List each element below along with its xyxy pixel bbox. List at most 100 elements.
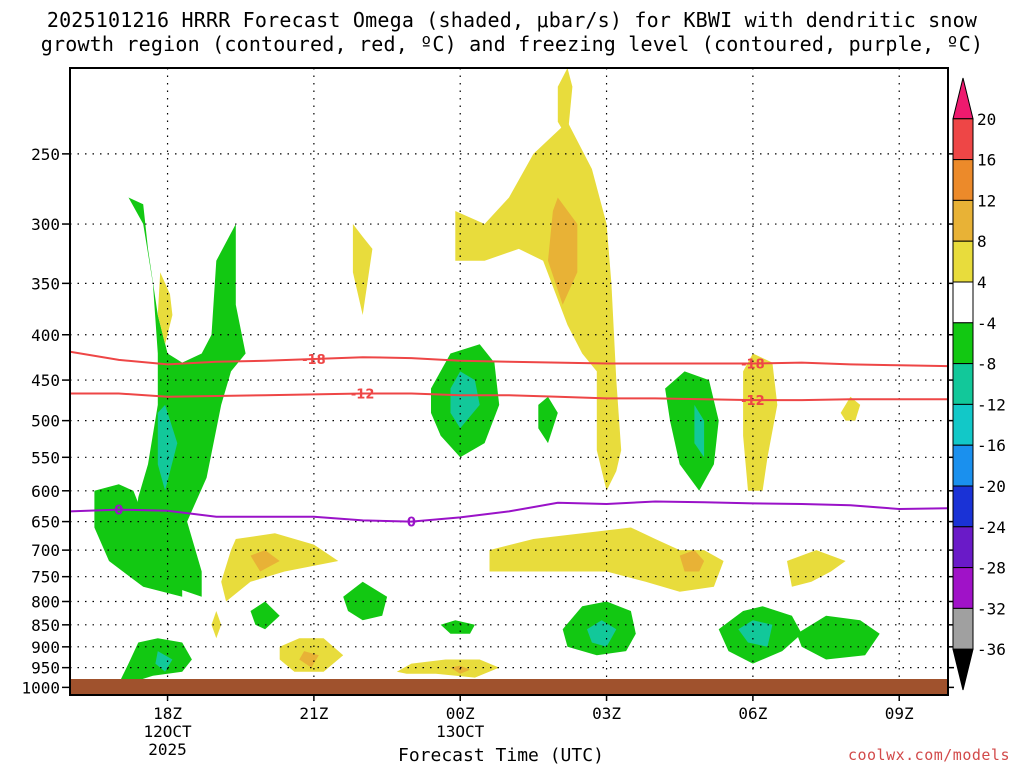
omega-region-29 bbox=[694, 404, 705, 458]
y-tick-label: 450 bbox=[31, 371, 60, 390]
ground-layer bbox=[70, 679, 948, 695]
colorbar-label: 8 bbox=[977, 232, 987, 251]
contour-line-0 bbox=[70, 500, 948, 523]
contour-label-0: 0 bbox=[407, 516, 416, 531]
colorbar-swatch bbox=[952, 607, 974, 650]
colorbar-swatch bbox=[952, 240, 974, 283]
contour-label--18: -18 bbox=[741, 357, 765, 372]
x-tick-date: 13OCT bbox=[436, 722, 485, 741]
colorbar-label: -36 bbox=[977, 640, 1006, 659]
omega-region-25 bbox=[679, 550, 705, 572]
omega-region-4 bbox=[118, 638, 192, 684]
colorbar-swatch bbox=[952, 281, 974, 324]
omega-region-15 bbox=[450, 371, 480, 429]
omega-region-19 bbox=[455, 121, 622, 491]
y-tick-label: 600 bbox=[31, 482, 60, 501]
omega-region-21 bbox=[557, 68, 573, 139]
plot-border bbox=[69, 67, 949, 696]
contour-lines-layer: -18 -18 -12 -12 0 0 bbox=[70, 350, 948, 531]
plot-frame bbox=[69, 67, 949, 696]
y-tick-label: 850 bbox=[31, 616, 60, 635]
omega-region-20 bbox=[548, 197, 578, 305]
colorbar-swatch bbox=[952, 199, 974, 242]
colorbar-label: 12 bbox=[977, 191, 996, 210]
y-tick-label: 650 bbox=[31, 513, 60, 532]
contour-label--18: -18 bbox=[302, 353, 326, 368]
colorbar-swatch bbox=[952, 648, 974, 691]
colorbar-swatch bbox=[952, 567, 974, 609]
colorbar-swatch bbox=[952, 118, 974, 161]
credit-text: coolwx.com/models bbox=[847, 746, 1010, 764]
colorbar-label: 4 bbox=[977, 273, 987, 292]
y-tick-label: 400 bbox=[31, 326, 60, 345]
omega-region-22 bbox=[604, 396, 612, 429]
colorbar: 20 16 12 8 4 -4 -8 -12 -16 -20 -24 -28 -32 -36 bbox=[952, 77, 1006, 691]
colorbar-label: -28 bbox=[977, 559, 1006, 578]
omega-region-12 bbox=[352, 224, 373, 315]
colorbar-swatch bbox=[952, 526, 974, 569]
colorbar-label: -20 bbox=[977, 477, 1006, 496]
omega-region-1 bbox=[157, 404, 178, 491]
omega-region-30 bbox=[743, 353, 778, 491]
omega-region-2 bbox=[94, 484, 183, 597]
contour-label--12: -12 bbox=[351, 388, 375, 403]
y-tick-label: 500 bbox=[31, 412, 60, 431]
colorbar-label: -12 bbox=[977, 395, 1006, 414]
omega-region-16 bbox=[440, 620, 475, 634]
omega-region-32 bbox=[738, 620, 773, 647]
chart-title: 2025101216 HRRR Forecast Omega (shaded, … bbox=[0, 8, 1024, 56]
colorbar-swatch bbox=[952, 444, 974, 487]
colorbar-label: -32 bbox=[977, 599, 1006, 618]
x-tick-date: 12OCT bbox=[143, 722, 192, 741]
omega-region-13 bbox=[343, 581, 388, 621]
y-tick-label: 350 bbox=[31, 274, 60, 293]
colorbar-label: -4 bbox=[977, 314, 996, 333]
contour-line--12 bbox=[70, 392, 948, 402]
omega-region-5 bbox=[155, 651, 173, 672]
omega-shading-layer bbox=[94, 68, 880, 684]
x-tick-label: 09Z bbox=[885, 704, 914, 723]
ground-strip bbox=[70, 679, 948, 695]
omega-region-27 bbox=[587, 620, 617, 647]
x-tick-label: 00Z bbox=[446, 704, 475, 723]
omega-region-23 bbox=[538, 396, 558, 444]
y-tick-label: 300 bbox=[31, 215, 60, 234]
y-tick-label: 700 bbox=[31, 541, 60, 560]
contour-label--12: -12 bbox=[741, 394, 765, 409]
colorbar-swatch bbox=[952, 485, 974, 528]
x-tick-label: 21Z bbox=[299, 704, 328, 723]
y-tick-label: 250 bbox=[31, 145, 60, 164]
x-tick-label: 18Z bbox=[153, 704, 182, 723]
x-axis-label: Forecast Time (UTC) bbox=[398, 745, 604, 766]
colorbar-swatch bbox=[952, 403, 974, 446]
omega-region-8 bbox=[211, 611, 222, 639]
x-tick-label: 03Z bbox=[592, 704, 621, 723]
omega-region-28 bbox=[665, 371, 719, 491]
y-tick-label: 900 bbox=[31, 638, 60, 657]
title-line-1: 2025101216 HRRR Forecast Omega (shaded, … bbox=[46, 8, 978, 32]
colorbar-label: 16 bbox=[977, 151, 996, 170]
y-axis-ticks: 250 300 350 400 450 500 550 600 650 700 750 800 850 9… bbox=[21, 145, 954, 697]
omega-region-9 bbox=[250, 601, 280, 630]
omega-region-33 bbox=[796, 615, 880, 660]
y-tick-label: 550 bbox=[31, 448, 60, 467]
title-line-2: growth region (contoured, red, ºC) and f… bbox=[40, 32, 984, 56]
omega-region-17 bbox=[396, 659, 500, 678]
x-tick-label: 06Z bbox=[738, 704, 767, 723]
omega-region-35 bbox=[840, 396, 861, 421]
omega-region-34 bbox=[787, 550, 846, 587]
colorbar-label: -8 bbox=[977, 355, 996, 374]
contour-line--18 bbox=[70, 350, 948, 368]
colorbar-swatch bbox=[952, 159, 974, 201]
x-tick-year: 2025 bbox=[148, 740, 187, 759]
colorbar-swatch bbox=[952, 322, 974, 365]
colorbar-label: -24 bbox=[977, 518, 1006, 537]
contour-label-0: 0 bbox=[114, 504, 123, 519]
omega-region-7 bbox=[250, 550, 280, 572]
colorbar-label: -16 bbox=[977, 436, 1006, 455]
colorbar-label: 20 bbox=[977, 110, 996, 129]
colorbar-swatch bbox=[952, 77, 974, 120]
y-tick-label: 950 bbox=[31, 659, 60, 678]
